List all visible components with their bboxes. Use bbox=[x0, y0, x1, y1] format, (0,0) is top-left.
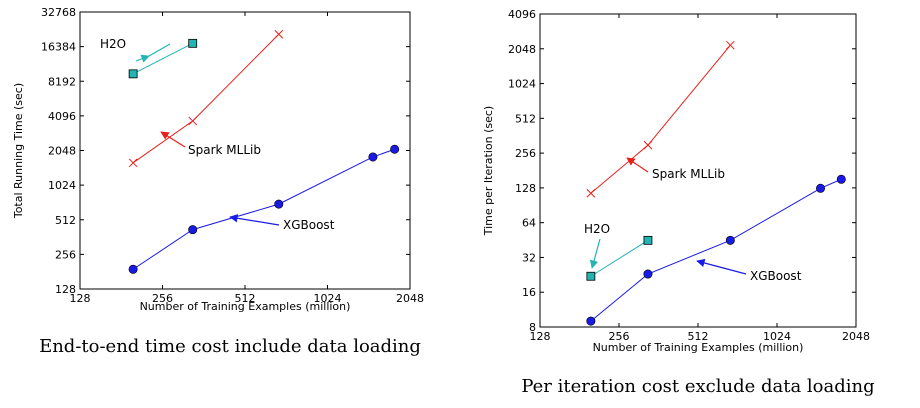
y-tick-label: 4096 bbox=[508, 8, 536, 21]
annotation-spark-mllib: Spark MLLib bbox=[188, 143, 261, 157]
data-point bbox=[129, 70, 137, 78]
x-tick-label: 2048 bbox=[396, 292, 424, 305]
annotation-arrow-tail-h2o bbox=[149, 44, 170, 56]
caption-left: End-to-end time cost include data loadin… bbox=[39, 336, 421, 357]
y-axis-title: Total Running Time (sec) bbox=[12, 83, 25, 219]
data-point bbox=[644, 270, 652, 278]
y-tick-label: 64 bbox=[522, 217, 536, 230]
y-tick-label: 8 bbox=[529, 321, 536, 334]
y-tick-label: 32768 bbox=[41, 6, 76, 19]
data-point bbox=[816, 184, 824, 192]
series-xgboost bbox=[587, 175, 846, 325]
data-point bbox=[369, 153, 377, 161]
annotation-arrow-xgboost bbox=[230, 217, 279, 225]
annotation-arrow-h2o bbox=[136, 56, 149, 61]
y-tick-label: 4096 bbox=[48, 110, 76, 123]
annotation-arrow-h2o bbox=[592, 239, 600, 268]
series-line-xgboost bbox=[591, 179, 841, 321]
series-h2o bbox=[587, 236, 652, 280]
y-tick-label: 256 bbox=[515, 147, 536, 160]
data-point bbox=[189, 39, 197, 47]
data-point bbox=[129, 159, 137, 167]
chart-total-running-time: 128 256 512 1024 204812825651210242048409681… bbox=[12, 6, 424, 313]
series-line-h2o bbox=[591, 240, 648, 276]
chart-time-per-iteration: 128 256 512 1024 204881632641282565121024204… bbox=[482, 8, 870, 354]
figure: 128 256 512 1024 204812825651210242048409681… bbox=[0, 0, 920, 408]
series-xgboost bbox=[129, 145, 399, 273]
y-tick-label: 2048 bbox=[48, 145, 76, 158]
data-point bbox=[837, 175, 845, 183]
annotation-spark-mllib: Spark MLLib bbox=[652, 167, 725, 181]
x-tick-label: 2048 bbox=[842, 330, 870, 343]
y-axis-title: Time per Iteration (sec) bbox=[482, 106, 495, 236]
y-tick-label: 1024 bbox=[508, 78, 536, 91]
y-tick-label: 128 bbox=[55, 283, 76, 296]
annotation-arrow-spark-mllib bbox=[627, 158, 648, 172]
data-point bbox=[189, 117, 197, 125]
data-point bbox=[587, 189, 595, 197]
data-point bbox=[275, 30, 283, 38]
x-axis-title: Number of Training Examples (million) bbox=[140, 300, 351, 313]
annotation-arrow-xgboost bbox=[697, 261, 746, 274]
y-tick-label: 2048 bbox=[508, 43, 536, 56]
y-tick-label: 16384 bbox=[41, 41, 76, 54]
y-tick-label: 32 bbox=[522, 251, 536, 264]
data-point bbox=[644, 141, 652, 149]
data-point bbox=[726, 41, 734, 49]
data-point bbox=[587, 317, 595, 325]
series-h2o bbox=[129, 39, 197, 78]
annotation-xgboost: XGBoost bbox=[750, 269, 802, 283]
annotation-h2o: H2O bbox=[100, 37, 126, 51]
caption-right: Per iteration cost exclude data loading bbox=[521, 376, 874, 397]
y-tick-label: 8192 bbox=[48, 75, 76, 88]
data-point bbox=[189, 225, 197, 233]
data-point bbox=[129, 265, 137, 273]
annotation-h2o: H2O bbox=[584, 222, 610, 236]
y-tick-label: 256 bbox=[55, 248, 76, 261]
y-tick-label: 16 bbox=[522, 286, 536, 299]
data-point bbox=[726, 236, 734, 244]
y-tick-label: 512 bbox=[515, 112, 536, 125]
data-point bbox=[275, 200, 283, 208]
y-tick-label: 512 bbox=[55, 214, 76, 227]
y-tick-label: 1024 bbox=[48, 179, 76, 192]
series-line-xgboost bbox=[133, 149, 395, 269]
x-axis-title: Number of Training Examples (million) bbox=[593, 341, 804, 354]
annotation-xgboost: XGBoost bbox=[283, 218, 335, 232]
data-point bbox=[644, 236, 652, 244]
y-tick-label: 128 bbox=[515, 182, 536, 195]
data-point bbox=[587, 272, 595, 280]
data-point bbox=[390, 145, 398, 153]
